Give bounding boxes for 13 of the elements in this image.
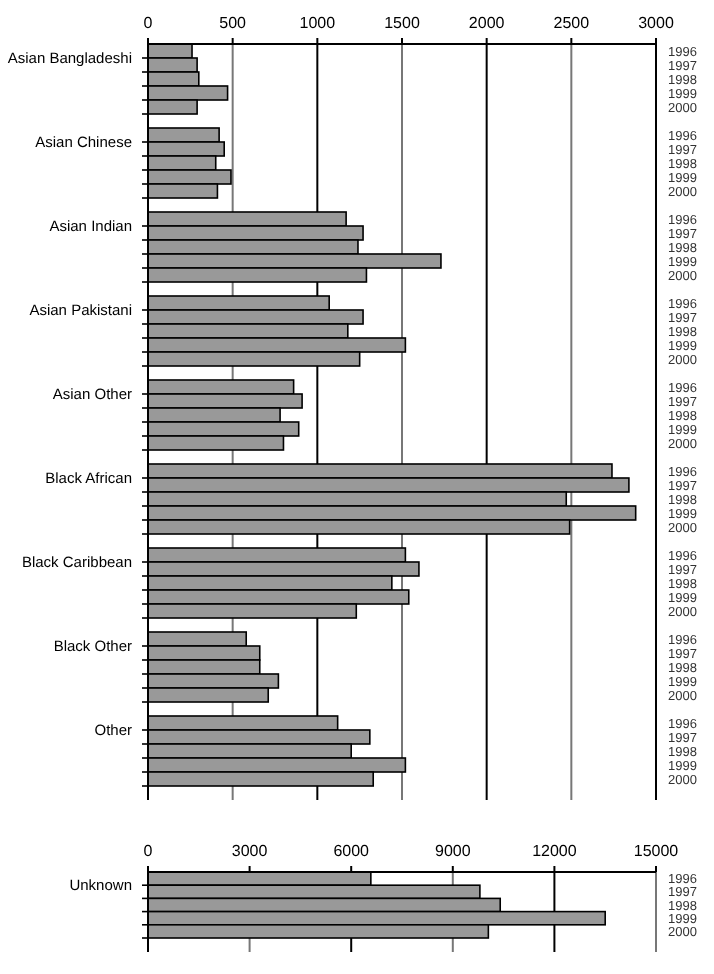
x-tick-label: 3000: [231, 842, 269, 860]
x-tick-label: 0: [143, 842, 154, 860]
x-tick-label: 0: [143, 14, 154, 32]
x-tick-label: 12000: [532, 842, 578, 860]
x-tick-label: 15000: [633, 842, 680, 860]
x-tick-label: 3000: [638, 14, 675, 32]
x-tick-label: 6000: [333, 842, 371, 860]
x-tick-label: 500: [219, 14, 248, 32]
x-tick-label: 9000: [435, 842, 472, 860]
x-tick-label: 1500: [384, 14, 421, 32]
x-tick-label: 2500: [553, 14, 591, 32]
x-tick-label: 2000: [468, 14, 506, 32]
x-tick-label: 1000: [299, 14, 337, 32]
